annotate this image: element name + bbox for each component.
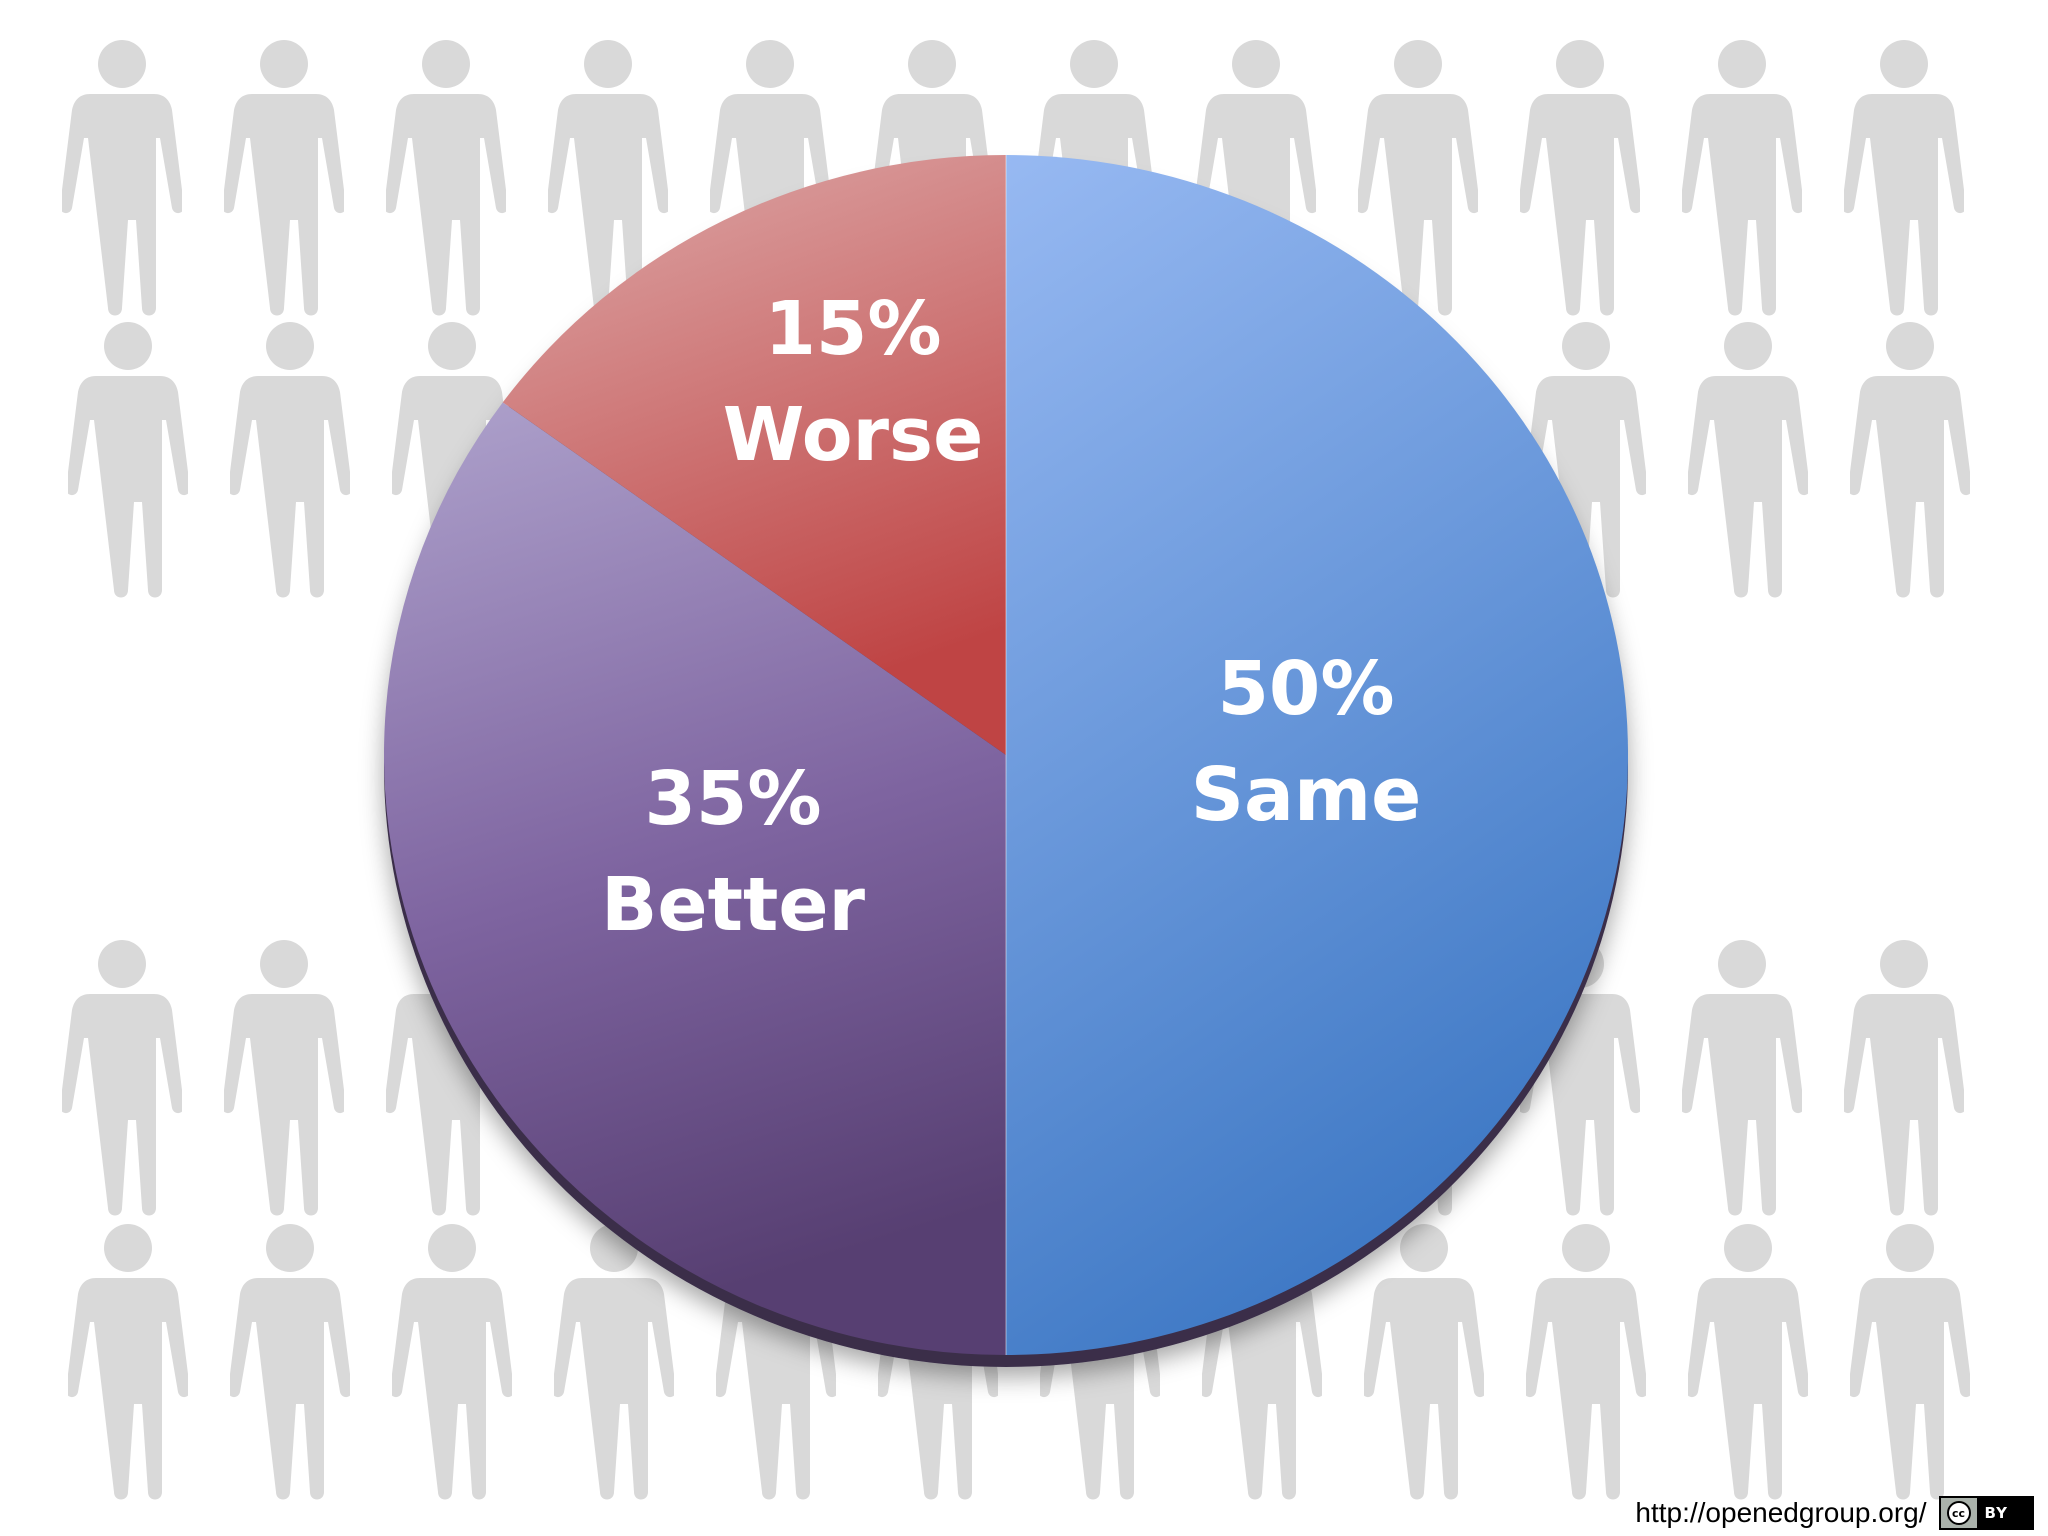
- person-icon: [224, 40, 344, 316]
- person-icon: [1850, 322, 1970, 598]
- slice-category-label-worse: Worse: [723, 392, 984, 478]
- person-icon: [1520, 40, 1640, 316]
- person-icon: [230, 1224, 350, 1500]
- person-icon: [62, 40, 182, 316]
- person-icon: [386, 40, 506, 316]
- person-icon: [1682, 940, 1802, 1216]
- pie-slice-worse: [502, 155, 1006, 755]
- person-icon: [554, 1224, 674, 1500]
- pie-group: 50% Same 35% Better 15% Worse: [384, 155, 1628, 1367]
- creative-commons-icon: cc: [1946, 1501, 1971, 1525]
- person-icon: [68, 322, 188, 598]
- slice-category-label-better: Better: [601, 862, 866, 948]
- person-icon: [1688, 1224, 1808, 1500]
- person-icon: [1844, 940, 1964, 1216]
- person-icon: [1364, 1224, 1484, 1500]
- person-icon: [1688, 322, 1808, 598]
- source-url[interactable]: http://openedgroup.org/: [1635, 1497, 1927, 1528]
- person-icon: [224, 940, 344, 1216]
- person-icon: [1850, 1224, 1970, 1500]
- person-icon: [68, 1224, 188, 1500]
- pie-slice-better: [384, 402, 1006, 1355]
- person-icon: [62, 940, 182, 1216]
- cc-by-license-badge[interactable]: cc BY: [1938, 1496, 2034, 1530]
- slice-category-label-same: Same: [1191, 752, 1422, 838]
- person-icon: [1844, 40, 1964, 316]
- license-by-label: BY: [1984, 1504, 2008, 1522]
- slice-value-label-same: 50%: [1217, 646, 1394, 732]
- person-icon: [1682, 40, 1802, 316]
- person-icon: [230, 322, 350, 598]
- slice-value-label-better: 35%: [644, 756, 821, 842]
- person-icon: [392, 1224, 512, 1500]
- slice-value-label-worse: 15%: [764, 286, 941, 372]
- person-icon: [1526, 1224, 1646, 1500]
- footer: http://openedgroup.org/ cc BY: [1635, 1496, 2034, 1530]
- pie-slice-same: [1006, 155, 1628, 1355]
